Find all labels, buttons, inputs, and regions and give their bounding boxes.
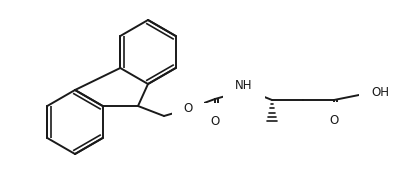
Text: O: O	[210, 115, 219, 128]
Text: NH: NH	[235, 80, 252, 92]
Text: OH: OH	[370, 86, 388, 99]
Text: O: O	[183, 102, 192, 115]
Text: O: O	[329, 114, 338, 127]
